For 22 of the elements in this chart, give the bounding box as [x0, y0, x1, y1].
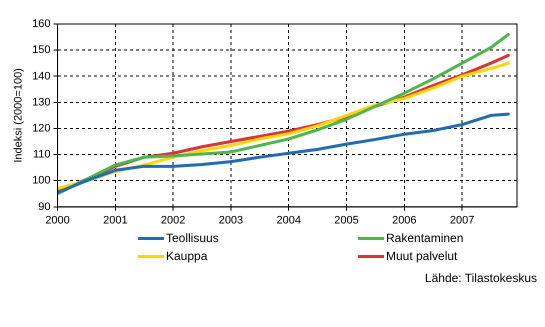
x-tick-label: 2003: [218, 214, 244, 226]
x-tick-label: 2006: [392, 214, 417, 226]
y-tick-label: 120: [32, 122, 51, 134]
y-tick-label: 90: [38, 200, 51, 213]
legend-label: Kauppa: [166, 248, 208, 264]
y-tick-label: 150: [32, 44, 51, 56]
x-tick-label: 2007: [450, 214, 474, 226]
text: Lähde: Tilastokeskus: [424, 270, 537, 286]
legend-label: Muut palvelut: [386, 248, 458, 264]
legend-label: Rakentaminen: [386, 230, 464, 246]
y-tick-label: 110: [33, 148, 51, 161]
x-tick-label: 2000: [45, 214, 70, 226]
y-axis-title: Indeksi (2000=100): [12, 68, 25, 163]
y-tick-label: 130: [32, 96, 51, 108]
y-tick-label: 140: [32, 70, 51, 82]
x-tick-label: 2004: [276, 214, 301, 226]
x-tick-label: 2001: [103, 214, 128, 226]
legend-label: Teollisuus: [166, 230, 219, 246]
y-tick-label: 100: [32, 174, 51, 187]
x-tick-label: 2002: [160, 214, 186, 226]
x-tick-label: 2005: [334, 214, 359, 226]
y-tick-label: 160: [32, 18, 51, 30]
